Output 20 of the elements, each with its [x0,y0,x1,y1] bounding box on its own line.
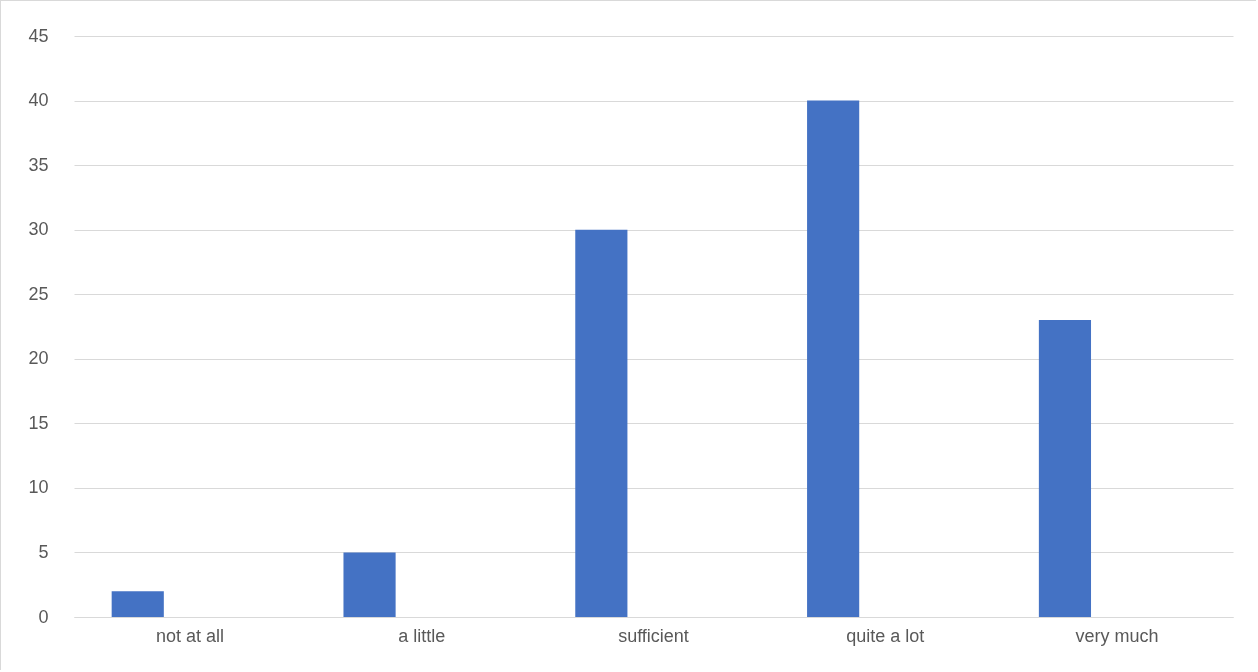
y-tick-label: 30 [28,219,49,240]
y-tick-label: 5 [38,541,49,562]
y-tick-label: 45 [28,25,49,46]
bar [111,591,164,617]
bar [343,552,396,617]
y-tick-label: 25 [28,283,49,304]
bar [1038,320,1092,617]
y-tick-label: 0 [38,606,49,627]
y-tick-label: 15 [28,412,49,433]
y-tick-label: 10 [28,477,49,498]
bar [575,229,628,617]
y-tick-label: 40 [28,90,49,111]
y-tick-label: 35 [28,154,49,175]
x-tick-label: not at all [155,625,224,646]
x-tick-label: a little [398,625,446,646]
x-tick-label: sufficient [618,625,689,646]
x-tick-label: quite a lot [846,625,925,646]
x-tick-label: very much [1075,625,1159,646]
bar [807,100,860,617]
y-tick-label: 20 [28,348,49,369]
